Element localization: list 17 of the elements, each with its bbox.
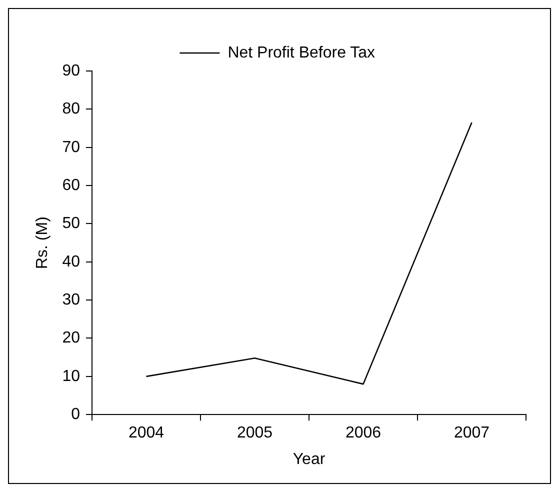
x-axis-title: Year (292, 450, 326, 468)
x-tick-label: 2007 (454, 424, 490, 442)
y-tick-label: 40 (62, 253, 80, 270)
x-tick-label: 2004 (128, 424, 164, 442)
y-tick-label: 70 (62, 138, 80, 156)
y-axis-title: Rs. (M) (34, 216, 52, 270)
y-tick-label: 80 (62, 100, 80, 118)
legend-label: Net Profit Before Tax (228, 44, 376, 62)
y-tick-label: 20 (62, 330, 80, 347)
y-tick-label: 10 (62, 368, 80, 385)
y-tick-label: 90 (62, 62, 80, 80)
y-tick-label: 50 (62, 215, 80, 232)
x-tick-label: 2006 (345, 424, 382, 442)
y-tick-label: 60 (62, 176, 80, 194)
y-tick-label: 30 (62, 291, 80, 308)
x-tick-label: 2005 (236, 424, 273, 442)
y-tick-label: 0 (71, 406, 80, 424)
